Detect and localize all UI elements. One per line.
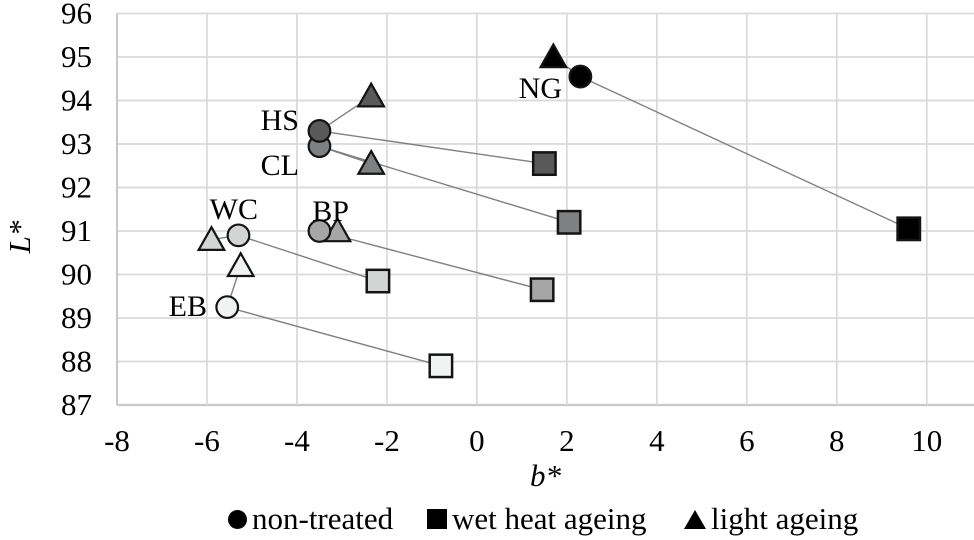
y-tick-label-94: 94 [61,83,93,118]
x-tick-label--6: -6 [194,423,220,458]
y-axis-title: L* [2,220,37,254]
legend-item-light-ageing: light ageing [684,501,858,537]
sample-label-ng: NG [519,72,562,105]
x-tick-label-4: 4 [649,423,665,458]
sample-label-eb: EB [169,290,207,323]
y-tick-label-89: 89 [61,300,92,335]
marker-cl-light-ageing [356,148,386,175]
legend-item-wet-heat-ageing: wet heat ageing [427,501,647,537]
marker-ng-light-ageing [538,42,569,69]
y-tick-label-88: 88 [61,344,92,379]
x-tick-label-0: 0 [469,423,485,458]
marker-wc-non-treated [226,223,251,248]
x-tick-label--8: -8 [104,423,130,458]
legend-label-wet-heat-ageing: wet heat ageing [452,501,647,536]
connector-wc-wet-heat-ageing [238,234,379,282]
non-treated-circle-icon [228,509,247,529]
marker-bp-wet-heat-ageing [529,277,555,303]
x-axis-title: b* [530,458,561,493]
legend-label-non-treated: non-treated [252,501,394,536]
x-tick-label-8: 8 [829,423,845,458]
y-tick-label-93: 93 [61,126,92,161]
y-tick-label-90: 90 [61,257,92,292]
marker-hs-wet-heat-ageing [531,151,557,177]
legend-label-light-ageing: light ageing [711,501,859,536]
x-tick-label--2: -2 [374,423,400,458]
y-tick-label-87: 87 [61,387,92,422]
x-tick-label-2: 2 [559,423,575,458]
connector-cl-wet-heat-ageing [319,145,570,223]
connector-bp-wet-heat-ageing [319,230,543,291]
y-tick-label-91: 91 [61,213,92,248]
y-tick-label-92: 92 [61,170,92,205]
sample-label-cl: CL [261,149,299,182]
connector-hs-wet-heat-ageing [319,130,545,165]
marker-wc-wet-heat-ageing [365,268,391,294]
x-tick-label-10: 10 [911,423,942,458]
legend-item-non-treated: non-treated [228,501,393,537]
connector-ng-wet-heat-ageing [580,75,910,230]
marker-wc-light-ageing [196,224,227,251]
marker-cl-wet-heat-ageing [556,209,582,235]
x-tick-label-6: 6 [739,423,755,458]
marker-eb-wet-heat-ageing [428,353,454,379]
y-tick-label-95: 95 [61,39,92,74]
y-tick-label-96: 96 [61,0,92,31]
wet-heat-ageing-square-icon [427,509,447,529]
sample-label-hs: HS [261,104,299,137]
marker-hs-light-ageing [356,81,386,108]
marker-ng-non-treated [568,64,593,89]
marker-eb-light-ageing [226,251,256,278]
marker-eb-non-treated [215,295,240,320]
marker-ng-wet-heat-ageing [896,216,922,242]
connector-eb-wet-heat-ageing [227,306,442,367]
marker-bp-non-treated [307,219,332,243]
light-ageing-triangle-icon [684,509,706,529]
sample-label-bp: BP [312,195,349,228]
marker-hs-non-treated [307,119,332,143]
sample-label-wc: WC [210,193,258,226]
x-tick-label--4: -4 [284,423,310,458]
